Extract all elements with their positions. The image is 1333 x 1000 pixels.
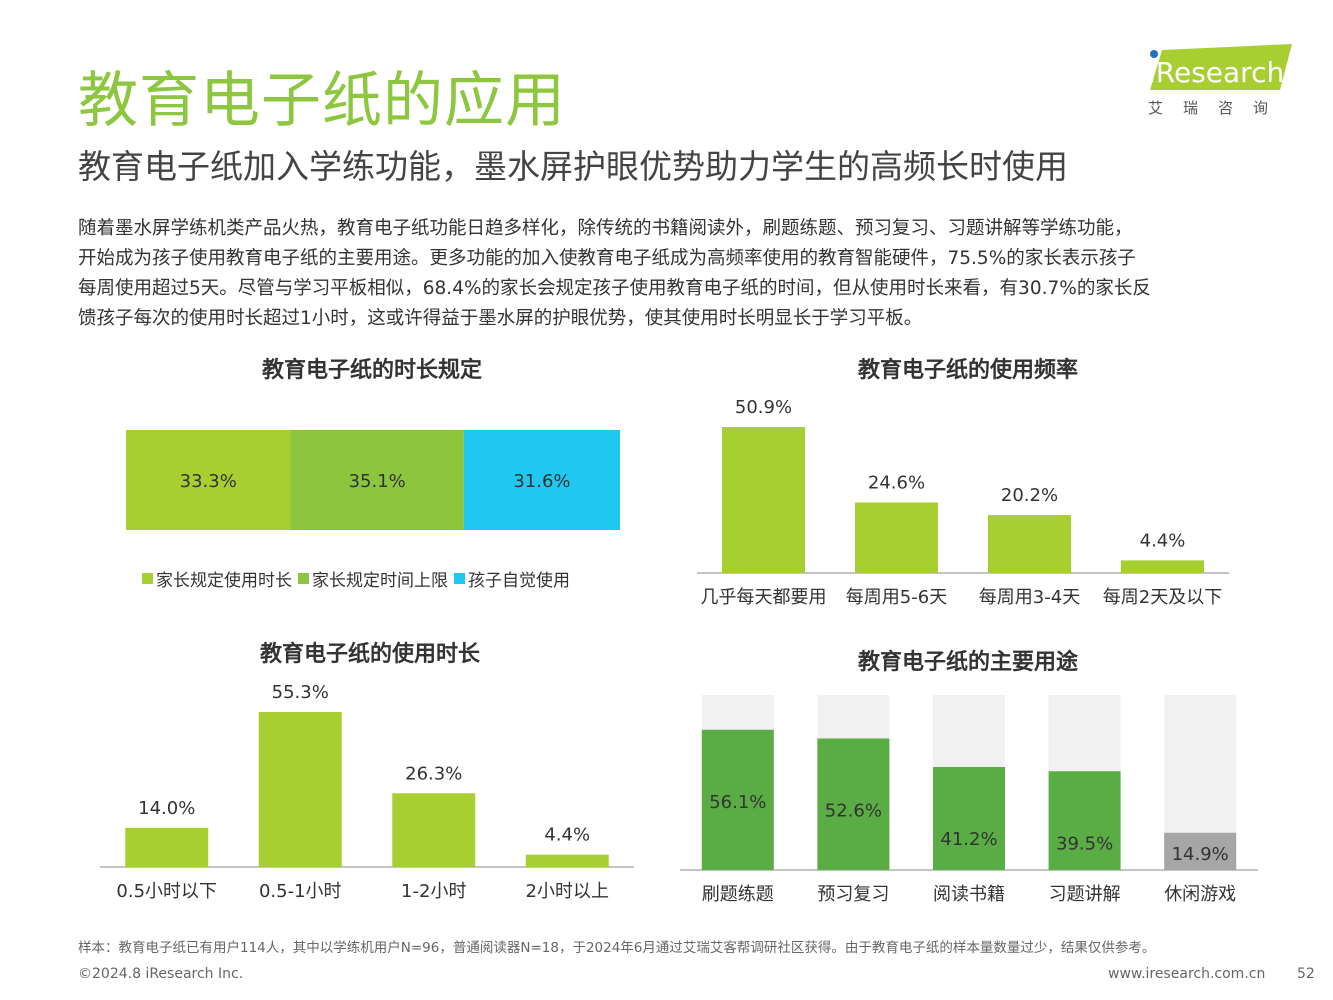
data-label: 56.1% — [709, 792, 766, 813]
data-label: 4.4% — [1140, 530, 1186, 551]
data-label: 20.2% — [1001, 485, 1058, 506]
bar — [722, 427, 805, 573]
legend-swatch — [298, 573, 309, 584]
data-label: 31.6% — [513, 471, 570, 492]
legend-item: 家长规定使用时长 — [142, 566, 292, 591]
logo-text: iResearch — [1148, 56, 1284, 89]
paragraph-line: 开始成为孩子使用教育电子纸的主要用途。更多功能的加入使教育电子纸成为高频率使用的… — [78, 248, 1136, 269]
x-tick-label: 预习复习 — [817, 884, 889, 905]
legend-duration-rules: 家长规定使用时长 家长规定时间上限 孩子自觉使用 — [142, 566, 570, 591]
legend-label: 家长规定使用时长 — [156, 571, 292, 591]
page-subtitle: 教育电子纸加入学练功能，墨水屏护眼优势助力学生的高频长时使用 — [78, 147, 1068, 186]
x-tick-label: 每周用3-4天 — [979, 587, 1080, 608]
bar — [1121, 560, 1204, 573]
x-tick-label: 习题讲解 — [1049, 884, 1121, 905]
x-tick-label: 0.5小时以下 — [116, 881, 217, 902]
page-title: 教育电子纸的应用 — [78, 66, 566, 136]
bar — [125, 827, 209, 867]
paragraph-line: 馈孩子每次的使用时长超过1小时，这或许得益于墨水屏的护眼优势，使其使用时长明显长… — [78, 308, 923, 329]
bar — [392, 793, 476, 867]
legend-swatch — [142, 573, 153, 584]
bar-chart-main-uses: 56.1% 刷题练题 52.6% 预习复习 41.2% 阅读书籍 39.5% 习题讲解 14.9… — [680, 695, 1258, 905]
stacked-segment — [290, 430, 464, 530]
bar — [1048, 771, 1121, 870]
data-label: 33.3% — [180, 471, 237, 492]
bar-chart-usage-duration: 14.0% 0.5小时以下 55.3% 0.5-1小时 26.3% 1-2小时 4.4% 2小… — [100, 682, 634, 902]
paragraph-line: 随着墨水屏学练机类产品火热，教育电子纸功能日趋多样化，除传统的书籍阅读外，刷题练… — [78, 218, 1133, 239]
data-label: 39.5% — [1056, 833, 1113, 854]
x-tick-label: 阅读书籍 — [933, 884, 1005, 905]
bar — [855, 502, 938, 573]
bar — [817, 738, 890, 870]
data-label: 26.3% — [405, 763, 462, 784]
legend-item: 家长规定时间上限 — [298, 566, 448, 591]
x-tick-label: 每周用5-6天 — [846, 587, 947, 608]
page-number: 52 — [1297, 966, 1315, 982]
chart-title-duration-rules: 教育电子纸的时长规定 — [261, 358, 482, 383]
data-label: 14.9% — [1172, 844, 1229, 865]
x-tick-label: 1-2小时 — [401, 881, 466, 902]
copyright: ©2024.8 iResearch Inc. — [78, 966, 244, 982]
paragraph-line: 每周使用超过5天。尽管与学习平板相似，68.4%的家长会规定孩子使用教育电子纸的… — [78, 278, 1151, 299]
legend-item: 孩子自觉使用 — [454, 566, 570, 591]
x-tick-label: 每周2天及以下 — [1103, 587, 1222, 608]
stacked-segment — [126, 430, 291, 530]
bar — [701, 729, 774, 870]
intro-paragraph: 随着墨水屏学练机类产品火热，教育电子纸功能日趋多样化，除传统的书籍阅读外，刷题练… — [78, 214, 1268, 334]
bar — [988, 515, 1071, 573]
legend-swatch — [454, 573, 465, 584]
website-link[interactable]: www.iresearch.com.cn — [1108, 966, 1266, 982]
bar — [258, 712, 342, 867]
sample-footnote: 样本：教育电子纸已有用户114人，其中以学练机用户N=96，普通阅读器N=18，… — [78, 940, 1156, 956]
data-label: 35.1% — [349, 471, 406, 492]
chart-title-usage-duration: 教育电子纸的使用时长 — [259, 642, 480, 667]
bar — [933, 767, 1005, 870]
data-label: 55.3% — [272, 682, 329, 703]
x-tick-label: 刷题练题 — [702, 884, 774, 905]
data-label: 24.6% — [868, 472, 925, 493]
legend-label: 家长规定时间上限 — [312, 571, 448, 591]
bar — [525, 854, 609, 867]
x-tick-label: 2小时以上 — [526, 881, 609, 902]
bar-chart-usage-frequency: 50.9% 几乎每天都要用 24.6% 每周用5-6天 20.2% 每周用3-4天 4.4%… — [697, 397, 1229, 608]
legend-label: 孩子自觉使用 — [468, 571, 570, 591]
stacked-bar-chart-duration-rules: 33.3% 35.1% 31.6% — [126, 430, 620, 530]
bar — [1164, 832, 1237, 870]
stacked-segment — [463, 430, 620, 530]
data-label: 52.6% — [825, 801, 882, 822]
x-tick-label: 几乎每天都要用 — [701, 587, 827, 608]
chart-title-main-uses: 教育电子纸的主要用途 — [857, 650, 1078, 675]
data-label: 41.2% — [940, 829, 997, 850]
data-label: 14.0% — [138, 798, 195, 819]
x-tick-label: 0.5-1小时 — [259, 881, 342, 902]
data-label: 50.9% — [735, 397, 792, 418]
logo-chinese-text: 艾瑞咨询 — [1148, 99, 1289, 117]
x-tick-label: 休闲游戏 — [1164, 884, 1236, 905]
iresearch-logo: iResearch — [1148, 44, 1292, 90]
chart-title-usage-frequency: 教育电子纸的使用频率 — [857, 358, 1078, 383]
data-label: 4.4% — [544, 825, 590, 846]
